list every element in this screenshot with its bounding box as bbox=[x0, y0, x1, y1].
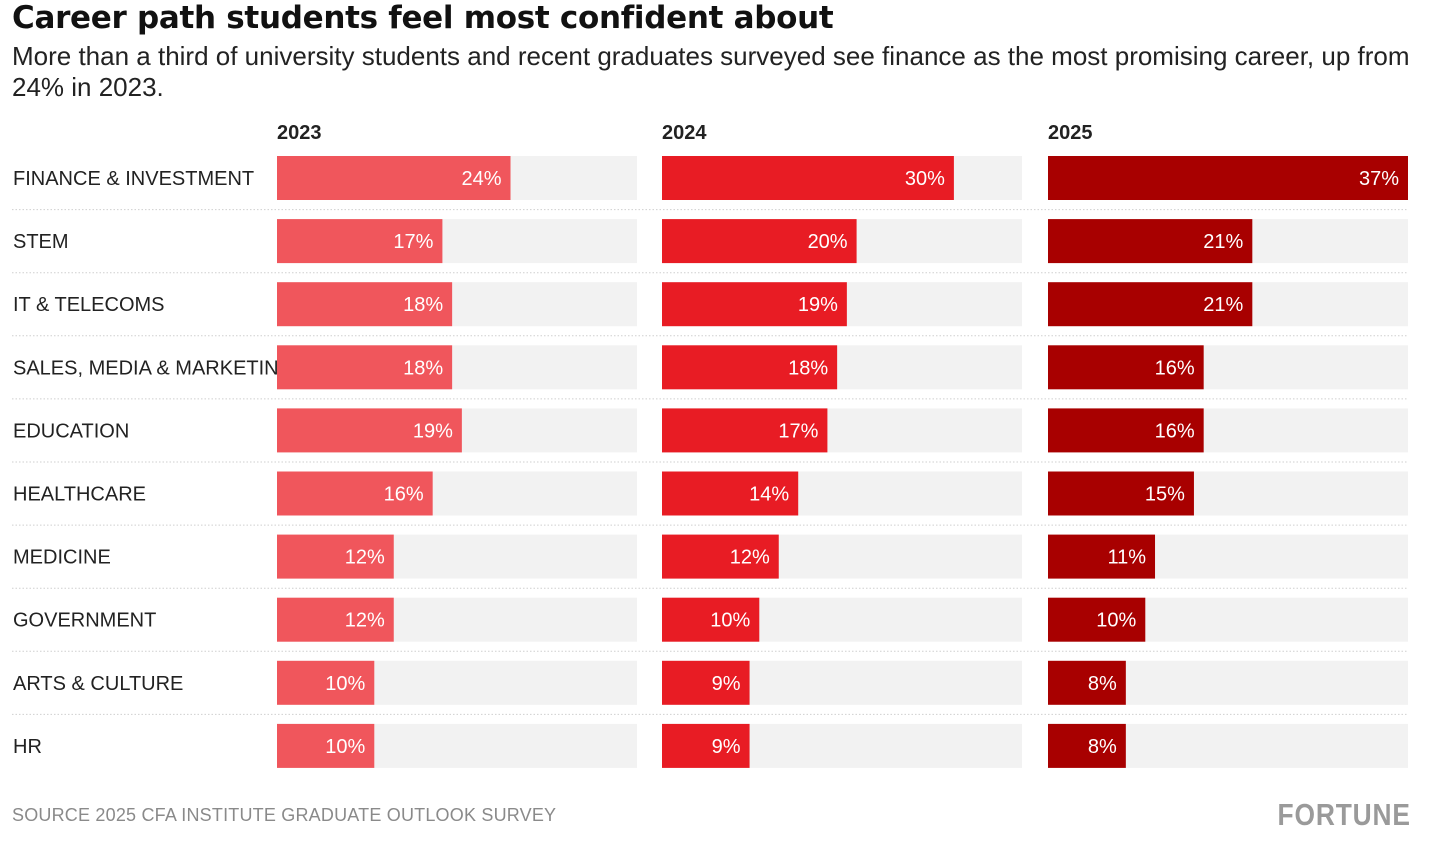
category-label: HR bbox=[13, 736, 42, 758]
bar-2023 bbox=[277, 345, 453, 390]
category-label: MEDICINE bbox=[13, 547, 111, 569]
category-label: GOVERNMENT bbox=[13, 610, 156, 632]
bar-2025 bbox=[1048, 282, 1253, 327]
bar-2024 bbox=[662, 660, 750, 705]
bar-2025 bbox=[1048, 471, 1194, 516]
bar-value-label: 10% bbox=[325, 736, 365, 758]
bar-2023 bbox=[277, 723, 375, 768]
bar-2025 bbox=[1048, 597, 1146, 642]
bar-2023 bbox=[277, 534, 394, 579]
bar-2023 bbox=[277, 156, 511, 200]
bar-value-label: 17% bbox=[393, 231, 433, 253]
bar-value-label: 8% bbox=[1088, 736, 1117, 758]
bar-2024 bbox=[662, 597, 760, 642]
bar-2024 bbox=[662, 345, 838, 390]
bar-value-label: 18% bbox=[403, 294, 443, 316]
bar-2023 bbox=[277, 597, 394, 642]
bar-2023 bbox=[277, 660, 375, 705]
bar-value-label: 16% bbox=[1155, 357, 1195, 379]
bar-2024 bbox=[662, 534, 779, 579]
bar-value-label: 12% bbox=[345, 610, 385, 632]
bar-value-label: 19% bbox=[798, 294, 838, 316]
bar-value-label: 10% bbox=[325, 673, 365, 695]
bar-value-label: 8% bbox=[1088, 673, 1117, 695]
chart-title: Career path students feel most confident… bbox=[12, 0, 834, 36]
bar-value-label: 30% bbox=[905, 168, 945, 190]
bar-2025 bbox=[1048, 660, 1126, 705]
bar-value-label: 17% bbox=[778, 420, 818, 442]
bar-value-label: 9% bbox=[712, 736, 741, 758]
bar-2024 bbox=[662, 219, 857, 264]
bar-value-label: 20% bbox=[808, 231, 848, 253]
bar-2023 bbox=[277, 408, 462, 453]
bar-2023 bbox=[277, 282, 453, 327]
bar-2024 bbox=[662, 282, 847, 327]
source-note: SOURCE 2025 CFA INSTITUTE GRADUATE OUTLO… bbox=[12, 805, 557, 825]
bar-2025 bbox=[1048, 534, 1156, 579]
series-header-2024: 2024 bbox=[662, 122, 707, 144]
category-label: ARTS & CULTURE bbox=[13, 673, 183, 695]
bar-value-label: 19% bbox=[413, 420, 453, 442]
bar-2025 bbox=[1048, 345, 1204, 390]
bar-2024 bbox=[662, 156, 954, 200]
category-label: STEM bbox=[13, 231, 69, 253]
category-label: IT & TELECOMS bbox=[13, 294, 165, 316]
bar-value-label: 14% bbox=[749, 484, 789, 506]
category-label: HEALTHCARE bbox=[13, 484, 146, 506]
bar-2025 bbox=[1048, 408, 1204, 453]
bar-value-label: 15% bbox=[1145, 484, 1185, 506]
bar-2025 bbox=[1048, 723, 1126, 768]
bar-value-label: 11% bbox=[1107, 547, 1146, 569]
bar-value-label: 10% bbox=[710, 610, 750, 632]
bar-2024 bbox=[662, 723, 750, 768]
chart-subtitle: More than a third of university students… bbox=[12, 41, 1410, 102]
series-header-2023: 2023 bbox=[277, 122, 322, 144]
bar-value-label: 24% bbox=[461, 168, 501, 190]
bar-value-label: 18% bbox=[403, 357, 443, 379]
bar-value-label: 16% bbox=[384, 484, 424, 506]
category-label: SALES, MEDIA & MARKETING bbox=[13, 357, 294, 379]
bar-value-label: 9% bbox=[712, 673, 741, 695]
bar-value-label: 21% bbox=[1203, 294, 1243, 316]
bar-value-label: 18% bbox=[788, 357, 828, 379]
bar-2025 bbox=[1048, 156, 1408, 200]
fortune-logo: FORTUNE bbox=[1277, 797, 1411, 832]
bar-value-label: 16% bbox=[1155, 420, 1195, 442]
category-label: EDUCATION bbox=[13, 420, 129, 442]
bar-value-label: 37% bbox=[1359, 168, 1399, 190]
bar-value-label: 21% bbox=[1203, 231, 1243, 253]
series-header-2025: 2025 bbox=[1048, 122, 1093, 144]
bar-value-label: 12% bbox=[730, 547, 770, 569]
bar-2023 bbox=[277, 219, 443, 264]
bar-value-label: 10% bbox=[1096, 610, 1136, 632]
bar-2024 bbox=[662, 408, 828, 453]
bar-2025 bbox=[1048, 219, 1253, 264]
bar-2024 bbox=[662, 471, 799, 516]
bar-2023 bbox=[277, 471, 433, 516]
bar-value-label: 12% bbox=[345, 547, 385, 569]
category-label: FINANCE & INVESTMENT bbox=[13, 168, 254, 190]
